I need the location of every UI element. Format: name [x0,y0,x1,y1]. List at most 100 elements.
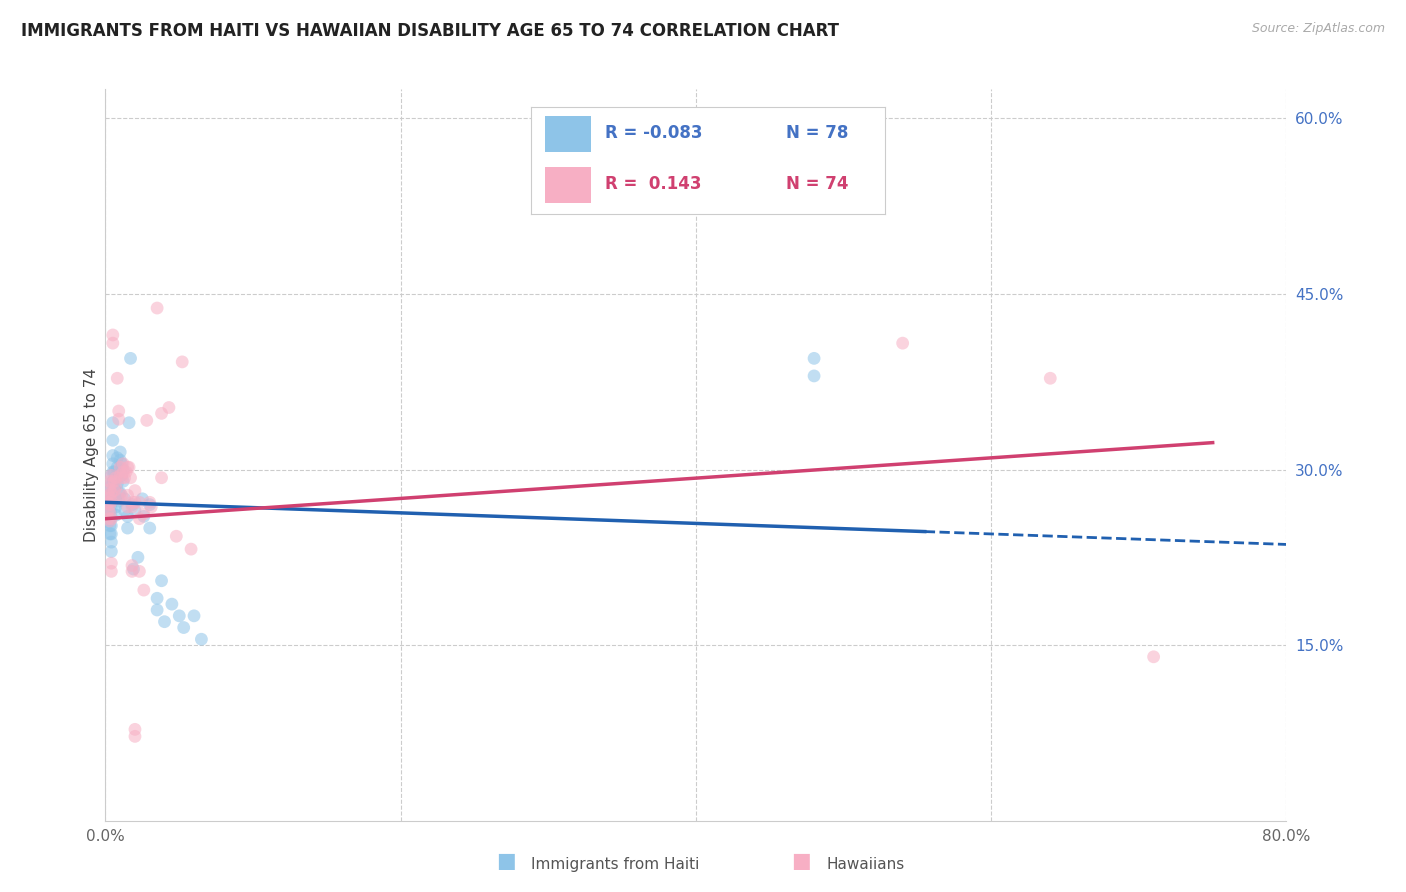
Point [112,462,135,476]
Point [117,500,139,514]
Point [100,502,122,516]
Point [110,445,132,459]
Point [98,506,121,520]
Point [98,498,121,512]
Point [150,574,173,588]
Point [121,498,143,512]
Point [121,495,143,509]
Point [101,449,124,463]
Point [101,457,124,471]
Point [124,503,146,517]
Point [100,486,122,500]
Point [100,518,122,533]
Point [103,475,125,489]
Point [101,465,124,479]
Text: Hawaiians: Hawaiians [827,857,905,872]
Point [150,406,173,420]
Point [146,591,169,606]
Point [124,495,146,509]
Point [105,476,128,491]
Point [138,498,162,512]
Point [101,328,124,343]
Point [104,491,127,506]
Point [803,351,825,366]
Point [803,368,825,383]
Point [135,413,157,427]
Point [160,597,183,611]
Point [97,488,120,502]
Point [118,460,141,475]
Point [97,515,120,529]
Point [98,480,121,494]
Point [128,565,150,579]
Point [103,491,125,505]
Point [100,535,122,549]
Point [132,507,155,521]
Text: ■: ■ [792,851,811,871]
Point [138,521,162,535]
Point [183,608,205,623]
Point [107,412,129,426]
Point [110,453,132,467]
Point [104,480,127,494]
Point [165,529,187,543]
Point [105,371,128,385]
Point [127,550,149,565]
Point [104,471,127,485]
Point [98,495,121,509]
Point [110,491,132,506]
Point [100,527,122,541]
Point [100,512,122,526]
Point [100,556,122,570]
Point [97,509,120,524]
Point [1142,649,1164,664]
Point [100,565,122,579]
Y-axis label: Disability Age 65 to 74: Disability Age 65 to 74 [83,368,98,542]
Point [97,503,120,517]
Point [146,603,169,617]
Text: Source: ZipAtlas.com: Source: ZipAtlas.com [1251,22,1385,36]
Point [104,500,127,514]
Point [101,336,124,351]
Point [110,468,132,483]
Point [132,583,155,598]
Point [150,471,173,485]
Point [132,509,155,524]
Point [124,730,146,744]
Point [121,558,143,573]
Point [100,494,122,508]
Point [117,460,139,475]
Point [114,491,136,506]
Point [141,500,163,514]
Point [117,509,139,524]
Point [117,488,139,502]
Point [97,495,120,509]
Point [114,503,136,517]
Point [100,476,122,491]
Point [138,495,162,509]
Point [111,488,134,502]
Point [105,468,128,483]
Point [97,503,120,517]
Point [169,608,191,623]
Point [98,503,121,517]
Point [97,512,120,526]
Point [98,527,121,541]
Point [100,486,122,500]
Point [111,468,134,483]
Point [98,483,121,497]
Point [157,401,180,415]
Point [1039,371,1062,385]
Point [101,475,124,489]
Point [100,468,122,483]
Point [104,508,127,523]
Point [105,460,128,475]
Point [107,404,129,418]
Point [153,615,176,629]
Point [98,491,121,505]
Point [131,491,153,506]
Point [101,416,124,430]
Point [112,465,135,479]
Point [122,562,145,576]
Point [128,495,150,509]
